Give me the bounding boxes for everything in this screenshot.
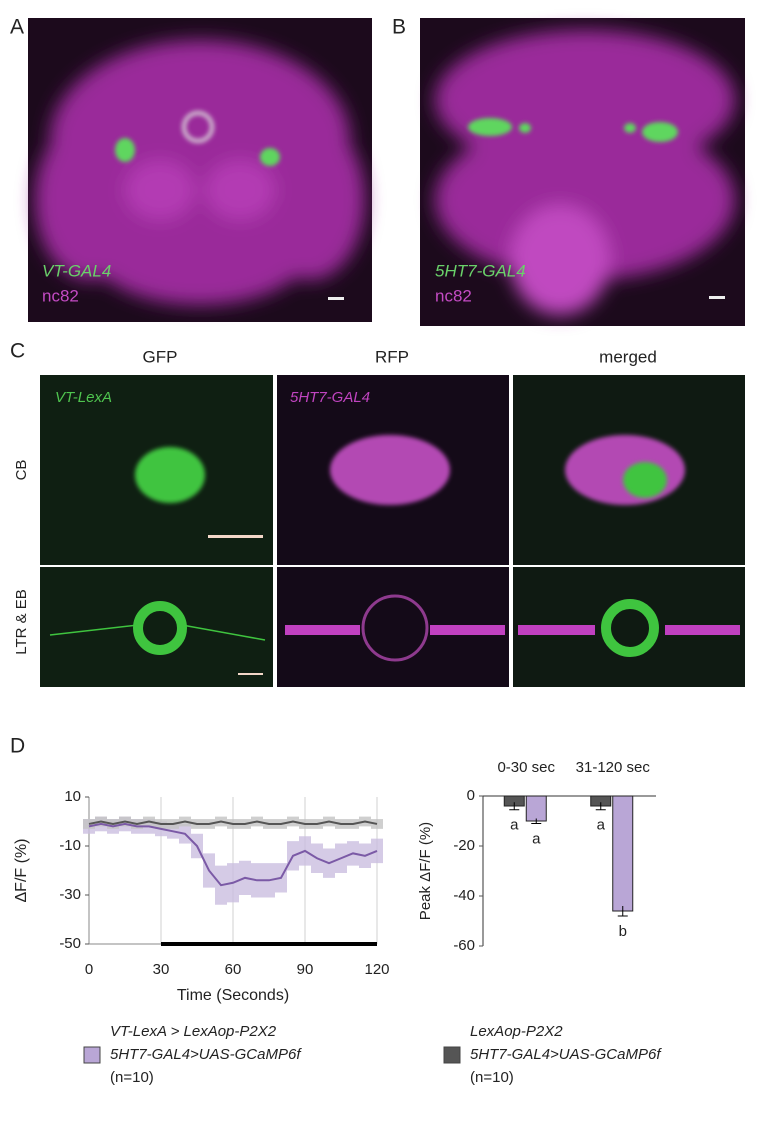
- y-tick-label: -40: [453, 887, 475, 904]
- line: [88, 822, 378, 887]
- legend-swatch: [83, 1046, 101, 1064]
- y-axis-label: Peak ΔF/F (%): [417, 822, 434, 920]
- x-tick-label: 120: [364, 961, 389, 978]
- column-label: merged: [599, 347, 657, 366]
- significance-letter: b: [619, 923, 627, 940]
- column-label: RFP: [375, 347, 409, 366]
- bar: [525, 795, 547, 822]
- legend-label: 5HT7-GAL4>UAS-GCaMP6f: [470, 1046, 662, 1063]
- x-tick-label: 0: [85, 961, 93, 978]
- error-bar: [595, 802, 606, 811]
- y-axis-label: ΔF/F (%): [13, 838, 30, 902]
- image-a: [28, 18, 372, 322]
- y-tick-label: -10: [59, 837, 81, 854]
- y-tick-label: 0: [467, 787, 475, 804]
- bar: [612, 795, 634, 912]
- label: nc82: [42, 286, 79, 305]
- error-bar: [509, 802, 520, 811]
- error-bar: [531, 818, 542, 824]
- label: 5HT7-GAL4: [435, 261, 526, 280]
- x-tick-label: 90: [297, 961, 314, 978]
- y-tick-label: 10: [64, 788, 81, 805]
- stimulus-bar: [161, 942, 377, 946]
- legend-label: (n=10): [470, 1069, 514, 1086]
- row-label: LTR & EB: [13, 589, 30, 655]
- line: [88, 820, 378, 825]
- panel-letter: D: [10, 735, 25, 758]
- legend-swatch: [443, 1046, 461, 1064]
- category-label: 0-30 sec: [497, 759, 555, 776]
- y-tick-label: -20: [453, 837, 475, 854]
- legend-label: VT-LexA > LexAop-P2X2: [110, 1023, 277, 1040]
- x-tick-label: 30: [153, 961, 170, 978]
- label: VT-LexA: [55, 389, 112, 406]
- label: 5HT7-GAL4: [290, 389, 370, 406]
- significance-letter: a: [510, 817, 519, 834]
- legend-label: (n=10): [110, 1069, 154, 1086]
- x-axis-label: Time (Seconds): [177, 987, 289, 1004]
- images-c: [40, 375, 745, 687]
- x-tick-label: 60: [225, 961, 242, 978]
- y-tick-label: -50: [59, 935, 81, 952]
- significance-letter: a: [597, 817, 606, 834]
- panel-letter: B: [392, 16, 406, 39]
- row-label: CB: [13, 460, 30, 481]
- panel-letter: C: [10, 340, 25, 363]
- panel-letter: A: [10, 16, 24, 39]
- y-tick-label: -30: [59, 886, 81, 903]
- label: VT-GAL4: [42, 261, 111, 280]
- legend-label: LexAop-P2X2: [470, 1023, 563, 1040]
- column-label: GFP: [143, 347, 178, 366]
- error-bar: [617, 906, 628, 917]
- label: nc82: [435, 286, 472, 305]
- significance-letter: a: [532, 830, 541, 847]
- category-label: 31-120 sec: [576, 759, 651, 776]
- image-b: [420, 18, 745, 326]
- y-tick-label: -60: [453, 937, 475, 954]
- charts: 0 30 60 90 120 -50 -30 -10 10 Time (Seconds) ΔF/F …: [13, 759, 662, 1086]
- legend-label: 5HT7-GAL4>UAS-GCaMP6f: [110, 1046, 302, 1063]
